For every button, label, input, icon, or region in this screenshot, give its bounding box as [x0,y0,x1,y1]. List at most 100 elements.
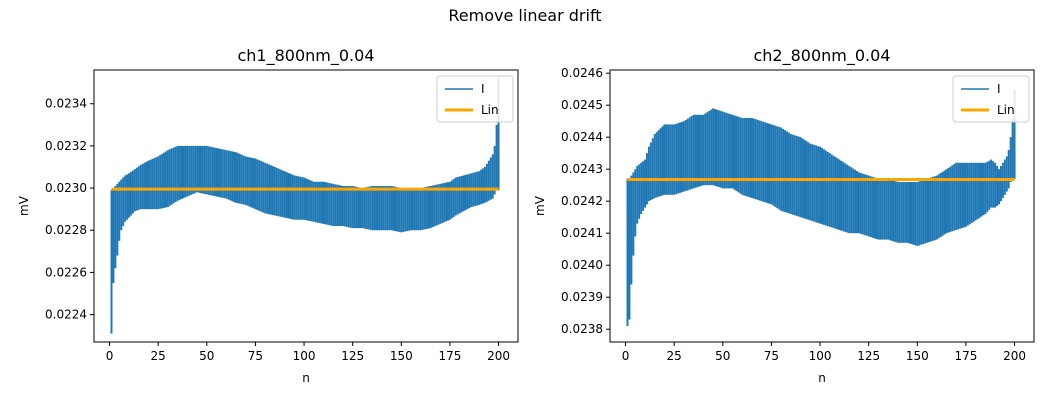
data-bar [371,185,374,231]
data-bar [640,162,643,214]
x-axis-label: n [302,371,310,385]
data-bar [172,147,175,204]
data-bar [343,185,346,227]
x-tick-label: 200 [487,349,510,363]
data-bar [937,174,940,239]
data-bar [706,112,709,186]
data-bar [235,152,237,203]
data-bar [201,145,204,194]
data-bar [297,176,300,220]
data-bar [441,183,444,224]
legend-frame [436,75,514,123]
data-bar [392,186,395,231]
data-bar [363,187,366,229]
data-bar [143,162,146,210]
data-bar [760,121,763,202]
data-bar [324,182,327,225]
data-bar [361,188,364,229]
data-bar [717,110,720,188]
data-bar [667,124,670,195]
data-bar [338,185,341,227]
data-bar [445,182,448,222]
data-bar [665,124,668,195]
data-bar [700,114,703,186]
data-bar [252,158,255,209]
data-bar [834,157,837,229]
data-bar [190,145,193,195]
data-bar [203,145,206,194]
data-bar [151,158,154,210]
data-bar [974,162,977,221]
data-bar [489,157,492,200]
data-bar [984,162,987,214]
data-bar [466,174,469,210]
data-bar [698,114,701,187]
data-bar [192,145,195,194]
data-bar [262,161,265,213]
legend: I Lin [952,75,1030,123]
data-bar [390,185,393,231]
data-bar [811,144,814,222]
data-bar [118,181,121,241]
legend-label: I [997,82,1001,96]
series-I-bars [110,78,500,334]
data-bar [628,178,631,320]
data-bar [468,173,471,209]
data-bar [793,135,796,216]
data-bar [910,182,913,245]
data-bar [957,162,960,230]
data-bar [458,176,461,214]
data-bar [460,175,463,213]
data-bar [462,175,465,212]
data-bar [982,162,985,216]
data-bar [675,123,678,195]
data-bar [972,162,975,222]
data-bar [398,187,401,232]
data-bar [826,151,829,227]
data-bar [340,185,342,227]
data-bar [789,134,792,214]
x-tick-label: 175 [954,349,977,363]
data-bar [877,178,880,240]
subplot-title: ch2_800nm_0.04 [753,46,890,66]
data-bar [688,117,691,190]
data-bar [285,172,288,219]
data-bar [400,188,403,233]
data-bar [427,186,430,229]
data-bar [879,178,882,240]
data-bar [904,182,907,243]
data-bar [929,177,932,242]
y-tick-label: 0.0232 [45,139,87,153]
data-bar [682,121,685,192]
data-bar [947,167,950,233]
data-bar [657,130,660,197]
data-bar [651,138,654,200]
data-bar [328,183,331,226]
axes-frame [609,69,1035,343]
data-bar [198,145,200,193]
data-bar [306,179,309,221]
data-bar [784,130,787,213]
y-tick-label: 0.0244 [561,130,603,144]
data-bar [334,184,337,227]
data-bar [168,149,171,206]
x-tick-label: 25 [667,349,682,363]
x-tick-label: 75 [248,349,263,363]
legend-label: Lin [997,103,1015,117]
data-bar [671,124,674,195]
data-bar [887,178,890,240]
data-bar [945,169,948,234]
data-bar [244,156,247,205]
data-bar [349,185,352,228]
plot-area [626,89,1016,326]
data-bar [170,148,173,205]
data-bar [157,156,160,210]
data-bar [450,180,453,219]
data-bar [301,177,304,220]
y-axis-label: mV [17,195,31,216]
data-bar [824,150,827,226]
data-bar [454,177,457,216]
data-bar [673,124,676,195]
data-bar [916,182,919,246]
legend: I Lin [436,75,514,123]
